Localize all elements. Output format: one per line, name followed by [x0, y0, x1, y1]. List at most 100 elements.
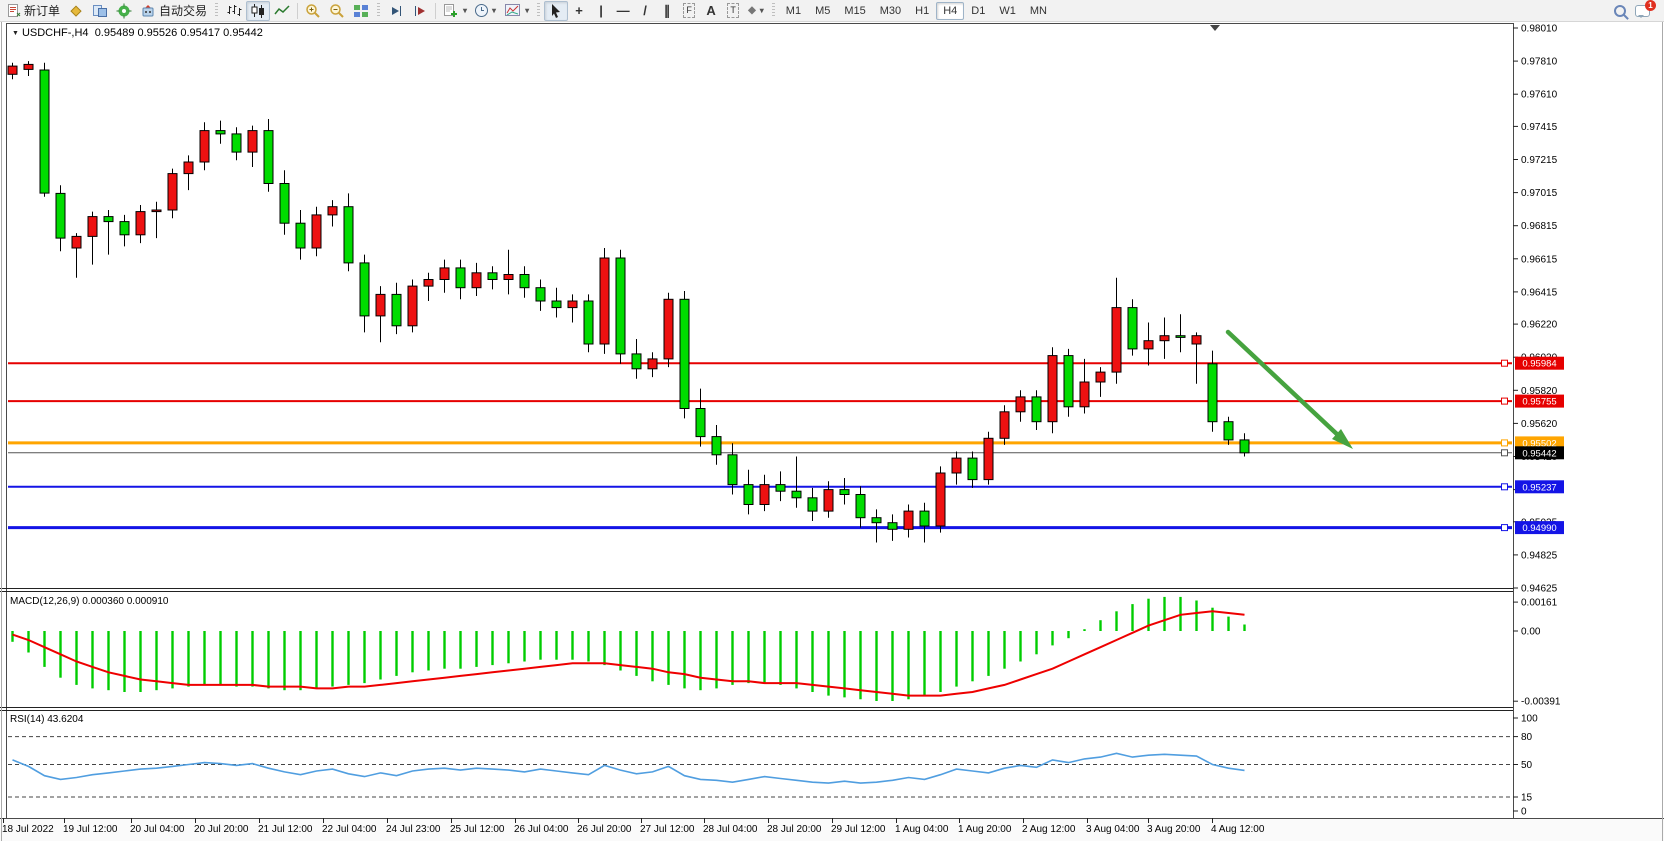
chat-bubble-icon: 1 — [1635, 0, 1656, 18]
macd-histogram — [11, 596, 1246, 701]
timeframe-m30-button[interactable]: M30 — [873, 2, 908, 20]
market-watch-button[interactable] — [88, 1, 112, 21]
svg-text:100: 100 — [1521, 714, 1538, 725]
signal-icon — [116, 3, 132, 18]
svg-text:0.98010: 0.98010 — [1521, 24, 1558, 35]
zoom-in-icon — [306, 3, 320, 18]
timeframe-m15-button[interactable]: M15 — [837, 2, 872, 20]
text-label-icon — [727, 3, 739, 18]
toolbar-separator — [297, 2, 299, 19]
svg-text:0.94825: 0.94825 — [1521, 550, 1558, 561]
svg-text:1 Aug 20:00: 1 Aug 20:00 — [958, 824, 1012, 835]
timeframe-h1-button[interactable]: H1 — [908, 2, 936, 20]
auto-scroll-icon — [392, 5, 402, 16]
caret-down-icon — [760, 4, 764, 17]
macd-signal-line — [12, 610, 1245, 697]
svg-text:0.95820: 0.95820 — [1521, 386, 1558, 397]
zoom-out-button[interactable] — [325, 1, 349, 21]
svg-text:0.97810: 0.97810 — [1521, 57, 1558, 68]
caret-down-icon — [525, 4, 529, 17]
svg-text:24 Jul 23:00: 24 Jul 23:00 — [386, 824, 441, 835]
autotrading-button[interactable]: 自动交易 — [136, 1, 211, 21]
chart-shift-marker — [1210, 25, 1220, 31]
svg-text:0.95620: 0.95620 — [1521, 419, 1558, 430]
svg-text:0.95984: 0.95984 — [1522, 359, 1556, 370]
svg-text:18 Jul 2022: 18 Jul 2022 — [2, 824, 54, 835]
fibonacci-button[interactable] — [678, 1, 700, 21]
timeframe-m1-button[interactable]: M1 — [779, 2, 808, 20]
equidistant-channel-button[interactable] — [656, 1, 678, 21]
cursor-arrow-icon — [552, 3, 561, 18]
timeframe-d1-button[interactable]: D1 — [964, 2, 992, 20]
timeframe-m5-button[interactable]: M5 — [808, 2, 837, 20]
toolbar-gripper — [771, 3, 775, 18]
navigator-button[interactable] — [112, 1, 136, 21]
svg-text:0.97610: 0.97610 — [1521, 90, 1558, 101]
trendline-button[interactable] — [634, 1, 656, 21]
cursor-button[interactable] — [544, 0, 569, 21]
profiles-button[interactable] — [64, 1, 88, 21]
svg-text:26 Jul 04:00: 26 Jul 04:00 — [514, 824, 569, 835]
svg-text:15: 15 — [1521, 793, 1533, 804]
search-button[interactable] — [1609, 1, 1631, 21]
clock-icon — [475, 4, 489, 17]
rsi-label: RSI(14) 43.6204 — [10, 714, 84, 725]
macd-label: MACD(12,26,9) 0.000360 0.000910 — [10, 596, 169, 607]
svg-text:80: 80 — [1521, 732, 1533, 743]
autotrading-label: 自动交易 — [159, 4, 208, 18]
trendline-icon — [643, 4, 647, 17]
svg-text:22 Jul 04:00: 22 Jul 04:00 — [322, 824, 377, 835]
crosshair-icon — [575, 4, 583, 17]
auto-scroll-button[interactable] — [384, 1, 408, 21]
fibonacci-icon — [683, 3, 695, 18]
chart-shift-icon — [415, 5, 426, 16]
crosshair-button[interactable] — [568, 1, 590, 21]
svg-text:28 Jul 04:00: 28 Jul 04:00 — [703, 824, 758, 835]
toolbar-separator — [435, 2, 437, 19]
svg-text:50: 50 — [1521, 760, 1533, 771]
symbol-dropdown-icon[interactable] — [12, 30, 19, 37]
vertical-line-icon — [599, 4, 603, 17]
timeframe-mn-button[interactable]: MN — [1023, 2, 1054, 20]
chart-plot[interactable]: 0.98010 0.97810 0.97610 0.97415 0.97215 0.970… — [0, 22, 1664, 841]
periods-button[interactable] — [471, 1, 500, 21]
templates-button[interactable] — [500, 1, 533, 21]
svg-text:0.95442: 0.95442 — [1522, 448, 1556, 459]
chart-shift-button[interactable] — [408, 1, 432, 21]
text-label-button[interactable] — [722, 1, 744, 21]
candlestick-chart-icon — [251, 3, 265, 18]
timeframe-w1-button[interactable]: W1 — [992, 2, 1023, 20]
svg-text:19 Jul 12:00: 19 Jul 12:00 — [63, 824, 118, 835]
svg-text:0.95755: 0.95755 — [1522, 397, 1556, 408]
svg-text:0.97215: 0.97215 — [1521, 155, 1558, 166]
notifications-button[interactable]: 1 — [1631, 0, 1656, 21]
text-button[interactable] — [700, 1, 722, 21]
rsi-axis: 100 80 50 15 0 — [1513, 714, 1538, 818]
arrows-button[interactable] — [744, 1, 768, 21]
svg-text:1 Aug 04:00: 1 Aug 04:00 — [895, 824, 949, 835]
bar-chart-button[interactable] — [222, 1, 246, 21]
svg-text:0.96220: 0.96220 — [1521, 320, 1558, 331]
tile-windows-icon — [354, 4, 369, 17]
indicators-button[interactable] — [439, 1, 471, 21]
shapes-icon — [748, 4, 756, 17]
svg-text:3 Aug 04:00: 3 Aug 04:00 — [1086, 824, 1140, 835]
svg-text:-0.00391: -0.00391 — [1521, 697, 1561, 708]
horizontal-line-button[interactable] — [612, 1, 634, 21]
svg-text:27 Jul 12:00: 27 Jul 12:00 — [640, 824, 695, 835]
price-axis: 0.98010 0.97810 0.97610 0.97415 0.97215 0.970… — [1513, 24, 1558, 595]
timeframe-h4-button[interactable]: H4 — [936, 1, 965, 20]
horizontal-line-icon — [617, 4, 630, 17]
svg-text:26 Jul 20:00: 26 Jul 20:00 — [577, 824, 632, 835]
new-order-button[interactable]: 新订单 — [2, 1, 64, 21]
zoom-in-button[interactable] — [301, 1, 325, 21]
candlestick-chart-button[interactable] — [246, 0, 271, 21]
svg-text:29 Jul 12:00: 29 Jul 12:00 — [831, 824, 886, 835]
svg-text:0.97015: 0.97015 — [1521, 188, 1558, 199]
vertical-line-button[interactable] — [590, 1, 612, 21]
svg-text:0.97415: 0.97415 — [1521, 122, 1558, 133]
line-chart-button[interactable] — [270, 1, 294, 21]
svg-text:25 Jul 12:00: 25 Jul 12:00 — [450, 824, 505, 835]
tile-windows-button[interactable] — [349, 1, 373, 21]
search-icon — [1614, 4, 1626, 17]
